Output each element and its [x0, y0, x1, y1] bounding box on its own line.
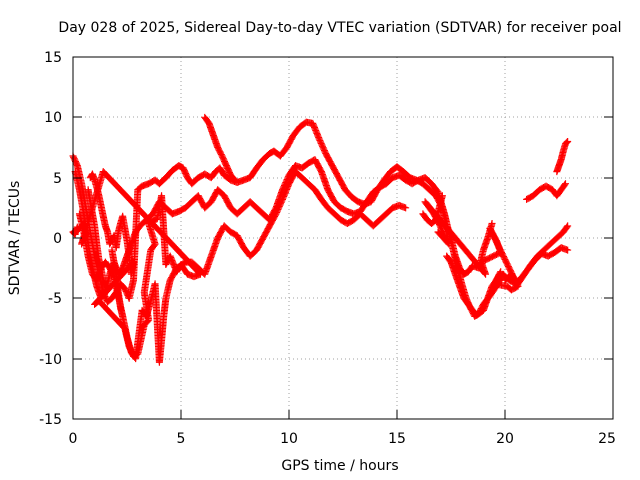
data-point — [562, 139, 570, 147]
x-tick-label: 25 — [598, 431, 616, 447]
x-tick-label: 20 — [496, 431, 514, 447]
y-tick-label: -10 — [39, 352, 62, 368]
data-point — [231, 176, 239, 184]
y-tick-label: -5 — [48, 291, 62, 307]
data-point — [402, 204, 410, 212]
y-tick-label: 10 — [44, 110, 62, 126]
x-tick-label: 5 — [177, 431, 186, 447]
data-markers — [69, 113, 572, 366]
x-axis-label: GPS time / hours — [281, 458, 398, 474]
data-point — [564, 137, 572, 145]
x-tick-labels: 0 5 10 15 20 25 — [69, 431, 616, 447]
data-point — [561, 180, 569, 188]
y-tick-label: 15 — [44, 50, 62, 66]
data-point — [561, 181, 569, 189]
y-tick-label: 0 — [53, 231, 62, 247]
data-point — [564, 246, 572, 254]
data-point — [563, 138, 571, 146]
data-point — [119, 312, 127, 320]
data-point — [435, 229, 443, 237]
data-point — [564, 222, 572, 230]
y-axis-label: SDTVAR / TECUs — [7, 181, 23, 296]
data-point — [438, 192, 446, 200]
y-tick-labels: 15 10 5 0 -5 -10 -15 — [39, 50, 62, 428]
data-point — [488, 220, 496, 228]
chart-title: Day 028 of 2025, Sidereal Day-to-day VTE… — [58, 20, 621, 36]
data-point — [73, 223, 81, 231]
axis-ticks — [72, 56, 614, 420]
x-tick-label: 0 — [69, 431, 78, 447]
y-tick-label: -15 — [39, 412, 62, 428]
y-tick-label: 5 — [53, 171, 62, 187]
x-tick-label: 10 — [280, 431, 298, 447]
data-point — [434, 228, 442, 236]
data-point — [563, 223, 571, 231]
x-tick-label: 15 — [388, 431, 406, 447]
data-point — [230, 175, 238, 183]
grid-lines — [73, 57, 613, 419]
